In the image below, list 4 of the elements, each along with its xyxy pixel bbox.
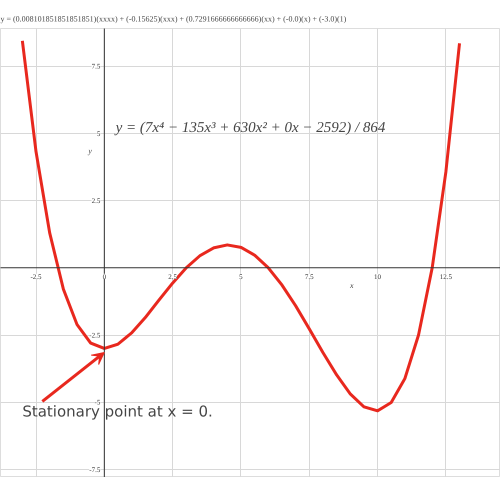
x-axis-title: x xyxy=(348,280,354,290)
annotation: y = (7x⁴ − 135x³ + 630x² + 0x − 2592) / 864 xyxy=(114,120,386,136)
y-axis-title: y xyxy=(87,146,92,156)
chart-title: y = (0.008101851851851851)(xxxx) + (-0.15625)(xxx) + (0.7291666666666666)(xx) + (-0.0)(x) + (-3.0)(1) xyxy=(0,14,347,24)
